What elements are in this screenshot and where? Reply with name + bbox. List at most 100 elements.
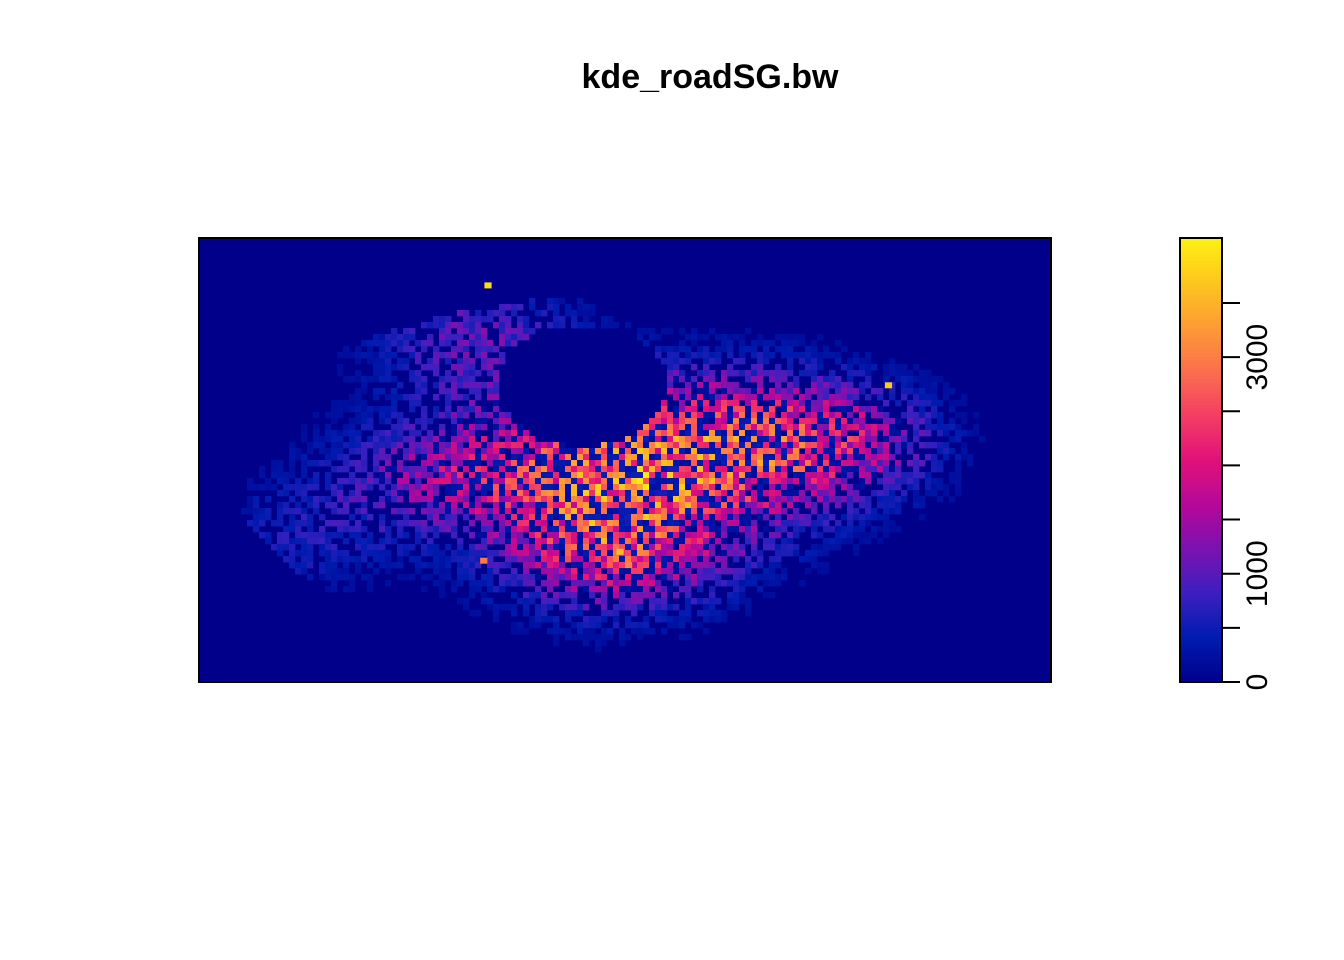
density-cell xyxy=(355,418,362,425)
density-cell xyxy=(937,466,944,473)
density-cell xyxy=(361,508,368,515)
density-cell xyxy=(571,598,578,605)
density-cell xyxy=(733,478,740,485)
density-cell xyxy=(439,478,446,485)
density-cell xyxy=(679,562,686,569)
density-cell xyxy=(619,508,626,515)
density-cell xyxy=(559,502,566,509)
density-cell xyxy=(721,526,728,533)
density-cell xyxy=(943,490,950,497)
density-cell xyxy=(727,544,734,551)
density-cell xyxy=(721,346,728,353)
plot-frame xyxy=(198,237,1052,683)
density-cell xyxy=(901,382,908,389)
density-cell xyxy=(643,478,650,485)
density-cell xyxy=(937,412,944,419)
density-cell xyxy=(475,316,482,323)
density-cell xyxy=(709,574,716,581)
density-cell xyxy=(763,340,770,347)
density-cell xyxy=(367,418,374,425)
density-cell xyxy=(841,538,848,545)
density-cell xyxy=(475,460,482,467)
density-cell xyxy=(439,508,446,515)
density-cell xyxy=(565,556,572,563)
density-cell xyxy=(601,616,608,623)
density-cell xyxy=(559,532,566,539)
density-cell xyxy=(907,484,914,491)
density-cell xyxy=(367,340,374,347)
density-cell xyxy=(619,580,626,587)
density-cell xyxy=(655,448,662,455)
density-cell xyxy=(751,490,758,497)
density-cell xyxy=(835,430,842,437)
density-cell xyxy=(535,622,542,629)
density-cell xyxy=(487,382,494,389)
density-cell xyxy=(721,430,728,437)
density-cell xyxy=(445,370,452,377)
density-cell xyxy=(679,412,686,419)
density-cell xyxy=(337,352,344,359)
density-cell xyxy=(805,388,812,395)
density-cell xyxy=(487,370,494,377)
density-cell xyxy=(619,532,626,539)
density-cell xyxy=(745,526,752,533)
density-cell xyxy=(403,424,410,431)
density-cell xyxy=(325,460,332,467)
density-cell xyxy=(505,430,512,437)
density-cell xyxy=(631,526,638,533)
density-cell xyxy=(733,472,740,479)
density-cell xyxy=(451,430,458,437)
density-cell xyxy=(661,610,668,617)
density-cell xyxy=(937,376,944,383)
density-cell xyxy=(757,466,764,473)
density-cell xyxy=(445,448,452,455)
density-cell xyxy=(367,376,374,383)
density-cell xyxy=(691,466,698,473)
density-cell xyxy=(625,454,632,461)
density-cell xyxy=(475,328,482,335)
density-cell xyxy=(733,574,740,581)
density-cell xyxy=(493,346,500,353)
density-cell xyxy=(661,616,668,623)
density-cell xyxy=(277,478,284,485)
density-cell xyxy=(301,424,308,431)
density-cell xyxy=(925,412,932,419)
density-cell xyxy=(757,412,764,419)
density-cell xyxy=(865,502,872,509)
density-cell xyxy=(727,382,734,389)
density-cell xyxy=(733,520,740,527)
density-cell xyxy=(397,544,404,551)
density-cell xyxy=(475,502,482,509)
density-cell xyxy=(481,364,488,371)
density-cell xyxy=(703,406,710,413)
density-cell xyxy=(817,490,824,497)
density-cell xyxy=(595,460,602,467)
density-cell xyxy=(703,550,710,557)
density-cell xyxy=(457,598,464,605)
density-cell xyxy=(457,508,464,515)
density-cell xyxy=(835,400,842,407)
density-cell xyxy=(355,352,362,359)
density-cell xyxy=(661,328,668,335)
density-cell xyxy=(517,442,524,449)
density-cell xyxy=(577,310,584,317)
density-cell xyxy=(493,508,500,515)
density-cell xyxy=(337,574,344,581)
density-cell xyxy=(625,526,632,533)
density-cell xyxy=(337,532,344,539)
density-cell xyxy=(493,424,500,431)
density-cell xyxy=(799,406,806,413)
colorbar-swatch xyxy=(1180,526,1222,531)
density-cell xyxy=(655,424,662,431)
density-cell xyxy=(445,412,452,419)
density-cell xyxy=(787,460,794,467)
density-cell xyxy=(769,508,776,515)
density-cell xyxy=(493,604,500,611)
density-cell xyxy=(595,478,602,485)
density-cell xyxy=(541,616,548,623)
density-cell xyxy=(607,322,614,329)
density-cell xyxy=(679,394,686,401)
density-cell xyxy=(691,490,698,497)
density-cell xyxy=(769,352,776,359)
density-cell xyxy=(757,556,764,563)
